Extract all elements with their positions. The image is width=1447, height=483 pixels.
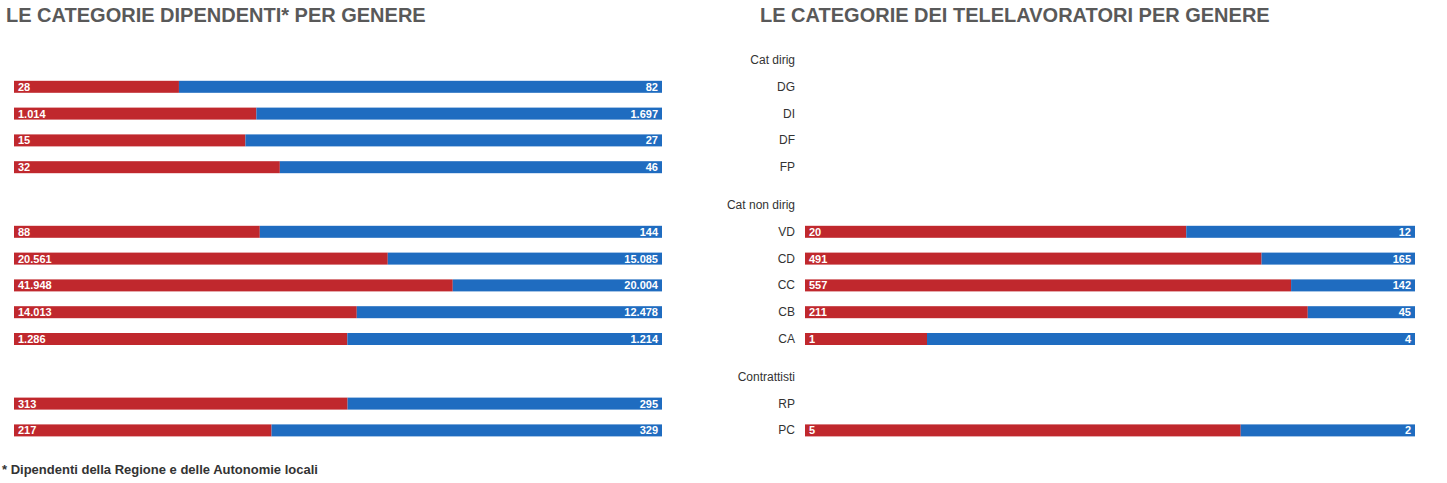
data-label: 313	[18, 398, 36, 410]
bar-segment	[272, 424, 662, 436]
data-label: 20.004	[624, 279, 659, 291]
data-label: 28	[18, 81, 30, 93]
data-label: 1.214	[630, 333, 658, 345]
data-label: 27	[646, 134, 658, 146]
bar-segment	[179, 81, 662, 93]
category-label: Cat dirig	[750, 53, 795, 67]
bar-segment	[260, 226, 662, 238]
category-label: DF	[779, 133, 795, 147]
bar-segment	[14, 253, 388, 265]
data-label: 491	[809, 253, 827, 265]
data-label: 295	[640, 398, 658, 410]
category-label: DG	[777, 80, 795, 94]
data-label: 1	[809, 333, 815, 345]
bar-segment	[14, 161, 280, 173]
data-label: 217	[18, 424, 36, 436]
bars	[805, 226, 1415, 437]
category-label: FP	[780, 160, 795, 174]
bar-segment	[1308, 306, 1415, 318]
chart-title: LE CATEGORIE DIPENDENTI* PER GENERE	[6, 4, 426, 26]
data-label: 165	[1393, 253, 1411, 265]
bar-segment	[347, 333, 662, 345]
bar-segment	[805, 424, 1241, 436]
data-label: 20.561	[18, 253, 52, 265]
data-label: 4	[1405, 333, 1412, 345]
category-label: Cat non dirig	[727, 198, 795, 212]
data-label: 557	[809, 279, 827, 291]
data-label: 211	[809, 306, 827, 318]
data-label: 88	[18, 226, 30, 238]
data-label: 1.014	[18, 108, 46, 120]
bar-segment	[348, 398, 662, 410]
bar-segment	[453, 279, 662, 291]
data-label: 15	[18, 134, 30, 146]
bar-segment	[14, 398, 348, 410]
data-label: 2	[1405, 424, 1411, 436]
bars	[14, 81, 662, 437]
data-label: 1.286	[18, 333, 46, 345]
category-label: RP	[778, 397, 795, 411]
bar-segment	[927, 333, 1415, 345]
data-label: 12.478	[624, 306, 658, 318]
bar-segment	[805, 333, 927, 345]
bar-segment	[357, 306, 662, 318]
bar-segment	[256, 108, 662, 120]
bar-segment	[14, 108, 256, 120]
chart-title: LE CATEGORIE DEI TELELAVORATORI PER GENE…	[760, 4, 1270, 26]
data-labels: 2012491165557142211451452	[809, 226, 1412, 437]
bar-segment	[1241, 424, 1415, 436]
data-labels: 28 82 1.014 1.697 15 27 32 46 88 144 20.561 15.085 4…	[18, 81, 659, 437]
category-label: DI	[783, 107, 795, 121]
category-label: CB	[778, 305, 795, 319]
data-label: 32	[18, 161, 30, 173]
bar-segment	[14, 134, 245, 146]
data-label: 142	[1393, 279, 1411, 291]
data-label: 82	[646, 81, 658, 93]
data-label: 12	[1399, 226, 1411, 238]
bar-segment	[805, 306, 1308, 318]
bar-segment	[1186, 226, 1415, 238]
bar-segment	[14, 333, 347, 345]
category-label: Contrattisti	[738, 370, 795, 384]
category-label: CD	[778, 252, 796, 266]
category-label: VD	[778, 225, 795, 239]
chart-canvas: LE CATEGORIE DIPENDENTI* PER GENERE28821…	[0, 0, 1447, 483]
bar-segment	[280, 161, 662, 173]
bar-segment	[1262, 253, 1415, 265]
bar-segment	[14, 306, 357, 318]
category-label: PC	[778, 423, 795, 437]
bar-segment	[14, 279, 453, 291]
bar-segment	[14, 226, 260, 238]
bar-segment	[805, 253, 1262, 265]
category-label: CC	[778, 278, 796, 292]
bar-segment	[805, 226, 1186, 238]
data-label: 14.013	[18, 306, 52, 318]
footnote: * Dipendenti della Regione e delle Auton…	[2, 462, 318, 477]
data-label: 329	[640, 424, 658, 436]
bar-segment	[14, 424, 272, 436]
bar-segment	[14, 81, 179, 93]
category-label: CA	[778, 332, 795, 346]
data-label: 144	[640, 226, 659, 238]
bar-segment	[388, 253, 662, 265]
data-label: 5	[809, 424, 815, 436]
data-label: 15.085	[624, 253, 658, 265]
data-label: 41.948	[18, 279, 52, 291]
bar-segment	[805, 279, 1291, 291]
data-label: 20	[809, 226, 821, 238]
bar-segment	[245, 134, 662, 146]
bar-segment	[1291, 279, 1415, 291]
data-label: 45	[1399, 306, 1411, 318]
data-label: 1.697	[630, 108, 658, 120]
category-labels: Cat dirig DG DI DF FP Cat non dirig VD CD CC CB CA…	[727, 53, 795, 437]
data-label: 46	[646, 161, 658, 173]
